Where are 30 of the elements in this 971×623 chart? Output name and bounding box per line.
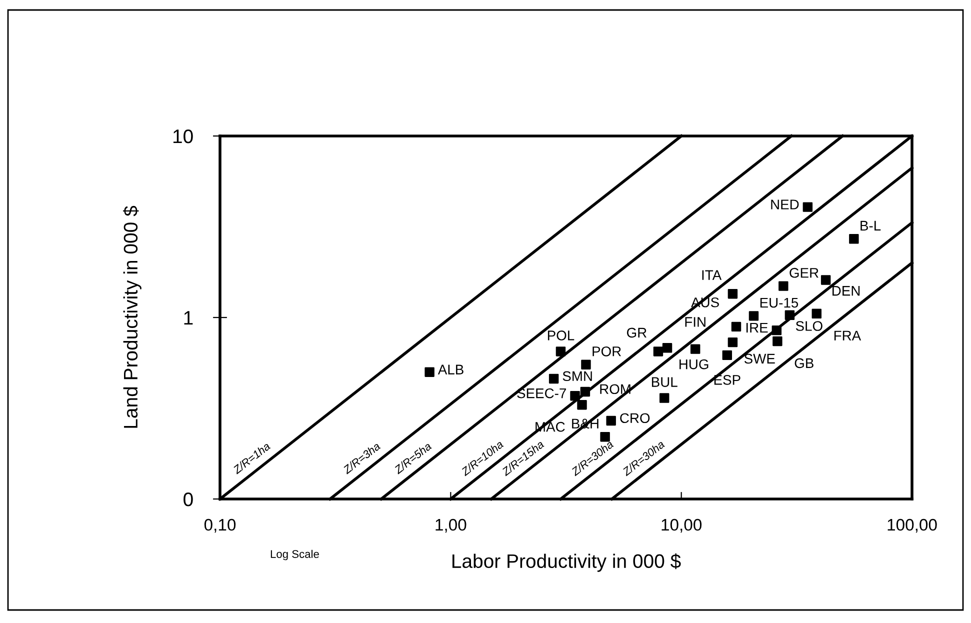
annotation: SMN [562, 371, 592, 382]
y-axis-title: Land Productivity in 000 $ [123, 206, 142, 428]
annotation: EU-15 [760, 298, 798, 308]
annotation: GB [794, 358, 814, 368]
annotation: POR [592, 346, 621, 356]
annotation: B-L [860, 220, 881, 230]
annotation: BUL [652, 377, 678, 387]
annotation: FRA [834, 330, 862, 340]
y-tick-label: 0 [184, 492, 193, 506]
x-tick-label: 100,00 [888, 518, 937, 533]
text: Log Scale [270, 550, 319, 560]
y-tick-label: 1 [184, 311, 193, 325]
annotation: CRO [620, 413, 650, 424]
annotation: SWE [744, 354, 775, 364]
y-tick-label: 10 [173, 129, 193, 144]
annotation: NED [771, 200, 799, 210]
annotation: HUG [680, 359, 708, 370]
annotation: GR [626, 328, 646, 338]
annotation: GER [790, 268, 818, 278]
annotation: IRE [746, 322, 768, 333]
x-tick-label: 1,00 [436, 518, 466, 533]
annotation: POL [548, 330, 574, 340]
x-tick-label: 10,00 [662, 518, 702, 533]
annotation: SLO [796, 321, 822, 331]
annotation: ITA [702, 270, 722, 280]
annotation: ALB [438, 364, 464, 374]
annotation: DEN [832, 286, 860, 296]
annotation: FIN [685, 317, 706, 327]
x-tick-label: 0,10 [204, 518, 236, 533]
x-axis-title: Labor Productivity in 000 $ [452, 553, 681, 572]
